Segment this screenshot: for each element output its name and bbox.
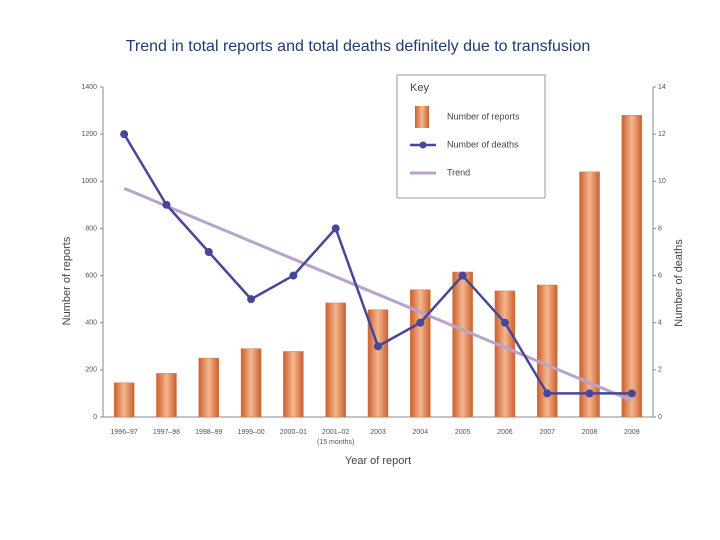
bar xyxy=(367,309,389,418)
bar xyxy=(579,171,600,418)
x-tick-label: 2009 xyxy=(624,429,640,436)
deaths-point xyxy=(585,389,594,398)
y-tick-label: 800 xyxy=(85,225,97,232)
deaths-point xyxy=(458,271,467,280)
y-tick-label: 0 xyxy=(93,414,97,421)
x-tick-label: 2008 xyxy=(582,429,598,436)
y-tick-label: 1000 xyxy=(81,178,97,185)
x-tick-label: 2001–02 xyxy=(322,429,349,436)
y2-tick-label: 14 xyxy=(658,84,666,91)
y-tick-label: 200 xyxy=(85,367,97,374)
bar xyxy=(113,382,135,418)
legend-swatch xyxy=(415,106,429,128)
deaths-point xyxy=(500,318,509,327)
chart-title: Trend in total reports and total deaths … xyxy=(126,38,591,55)
y-tick-label: 1400 xyxy=(81,84,97,91)
deaths-point xyxy=(247,295,256,304)
deaths-point xyxy=(416,318,425,327)
x-tick-label: 1999–00 xyxy=(237,429,264,436)
x-axis-title: Year of report xyxy=(345,455,411,467)
y2-axis-title: Number of deaths xyxy=(673,239,685,327)
deaths-point xyxy=(162,200,171,209)
bar xyxy=(325,302,346,418)
x-tick-label: 1998–99 xyxy=(195,429,222,436)
bar xyxy=(198,357,220,418)
y2-tick-label: 6 xyxy=(658,272,662,279)
x-tick-label: 2004 xyxy=(413,429,429,436)
x-tick-label: 2005 xyxy=(455,429,471,436)
y-axis-title: Number of reports xyxy=(61,236,73,325)
y-tick-label: 1200 xyxy=(81,131,97,138)
y2-tick-label: 0 xyxy=(658,414,662,421)
bar xyxy=(452,271,473,418)
legend-marker xyxy=(419,141,427,149)
bar xyxy=(494,290,516,418)
x-tick-label: 2006 xyxy=(497,429,513,436)
legend-label: Number of deaths xyxy=(447,139,519,149)
y2-tick-label: 8 xyxy=(658,225,662,232)
deaths-point xyxy=(627,389,636,398)
legend-box xyxy=(396,74,546,199)
deaths-point xyxy=(331,224,340,233)
deaths-point xyxy=(543,389,552,398)
deaths-point xyxy=(289,271,298,280)
deaths-point xyxy=(204,248,213,256)
y-tick-label: 600 xyxy=(85,272,97,279)
deaths-point xyxy=(120,130,129,139)
y2-tick-label: 12 xyxy=(658,131,666,138)
x-tick-label: 1996–97 xyxy=(111,429,138,436)
legend-label: Number of reports xyxy=(447,111,520,121)
bar xyxy=(283,351,304,418)
x-tick-label: 2007 xyxy=(539,429,555,436)
legend-label: Trend xyxy=(447,167,470,177)
trend-line xyxy=(123,186,633,402)
x-tick-label: 1997–98 xyxy=(153,429,180,436)
y2-tick-label: 4 xyxy=(658,320,662,327)
bar xyxy=(156,373,177,418)
deaths-point xyxy=(374,342,382,351)
bar xyxy=(410,289,431,418)
y2-tick-label: 10 xyxy=(658,178,666,185)
y-tick-label: 400 xyxy=(85,320,97,327)
x-tick-label: 2003 xyxy=(370,429,386,436)
x-tick-note: (15 months) xyxy=(317,439,354,446)
x-tick-label: 2000–01 xyxy=(280,429,307,436)
legend-title: Key xyxy=(410,82,429,94)
bar xyxy=(621,115,643,418)
y2-tick-label: 2 xyxy=(658,367,662,374)
bar xyxy=(240,348,262,418)
